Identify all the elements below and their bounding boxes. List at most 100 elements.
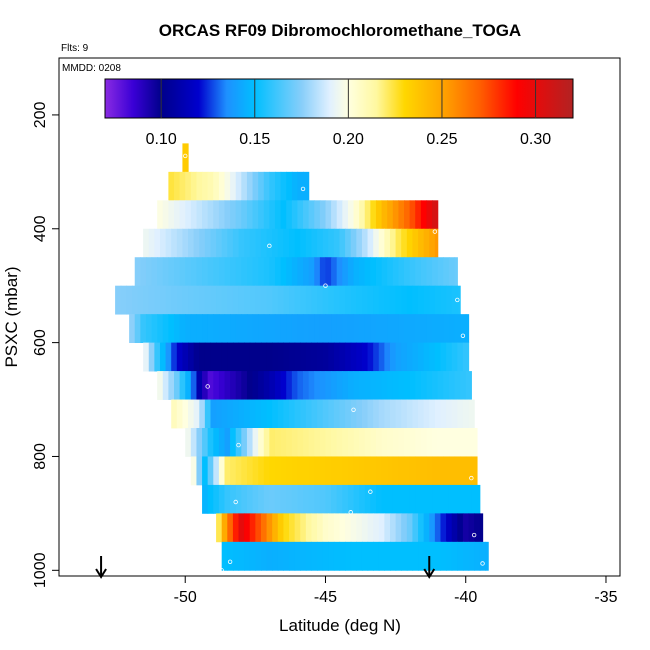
heatmap-cell (157, 371, 164, 400)
heatmap-cell (432, 484, 439, 514)
heatmap-cell (274, 200, 282, 230)
heatmap-cell (176, 285, 184, 315)
colorbar-tick-label: 0.25 (426, 131, 457, 148)
heatmap-cell (213, 200, 220, 230)
heatmap-cell (143, 285, 150, 315)
heatmap-cell (406, 285, 414, 315)
heatmap-cell (389, 342, 397, 372)
heatmap-cell (465, 484, 472, 514)
heatmap-cell (308, 200, 315, 230)
heatmap-cell (392, 314, 400, 344)
heatmap-cell (230, 314, 237, 344)
heatmap-cell (370, 371, 377, 400)
heatmap-cell (280, 200, 287, 230)
heatmap-cell (479, 541, 486, 571)
heatmap-cell (333, 285, 341, 315)
heatmap-cell (311, 541, 318, 571)
heatmap-cell (485, 541, 489, 571)
heatmap-cell (398, 484, 405, 514)
heatmap-cell (224, 314, 231, 344)
heatmap-cell (241, 428, 248, 457)
heatmap-cell (345, 399, 352, 429)
heatmap-cell (314, 456, 321, 486)
heatmap-cell (162, 371, 169, 400)
heatmap-cell (218, 171, 226, 201)
heatmap-cell (249, 342, 256, 372)
heatmap-cell (286, 200, 293, 230)
heatmap-cell (289, 285, 296, 315)
heatmap-cell (227, 342, 234, 372)
heatmap-cell (188, 342, 195, 372)
heatmap-cell (440, 541, 447, 571)
heatmap-cell (367, 285, 374, 315)
sample-point (183, 153, 188, 159)
heatmap-cell (395, 541, 402, 571)
heatmap-cell (454, 257, 458, 287)
heatmap-cell (465, 314, 470, 344)
heatmap-cell (361, 513, 369, 543)
heatmap-cell (409, 371, 416, 400)
heatmap-cell (373, 541, 380, 571)
heatmap-cell (468, 513, 475, 543)
heatmap-cell (238, 399, 245, 429)
heatmap-cell (342, 371, 349, 400)
heatmap-cell (196, 428, 203, 457)
heatmap-cell (165, 228, 172, 258)
heatmap-cell (235, 257, 242, 287)
heatmap-cell (345, 228, 352, 258)
heatmap-cell (188, 285, 195, 315)
heatmap-cell (398, 314, 405, 344)
heatmap-cell (375, 200, 383, 230)
heatmap-cell (336, 371, 343, 400)
heatmap-cell (392, 371, 400, 400)
heatmap-cell (280, 428, 287, 457)
heatmap-cell (213, 171, 220, 201)
heatmap-cell (409, 484, 416, 514)
heatmap-cell (297, 314, 304, 344)
heatmap-cell (241, 200, 248, 230)
heatmap-cell (350, 513, 357, 543)
heatmap-cell (255, 342, 262, 372)
heatmap-cell (446, 399, 453, 429)
heatmap-cell (274, 428, 282, 457)
x-axis: -50 -45 -40 -35 (174, 576, 618, 606)
heatmap-cell (283, 342, 290, 372)
heatmap-cell (143, 228, 150, 258)
heatmap-cell (171, 399, 178, 429)
heatmap-cell (202, 371, 209, 400)
heatmap-cell (319, 428, 327, 457)
heatmap-cell (252, 428, 259, 457)
heatmap-cell (134, 257, 141, 287)
heatmap-cell (437, 428, 444, 457)
heatmap-cell (398, 428, 405, 457)
heatmap-cell (415, 484, 422, 514)
heatmap-cell (440, 513, 447, 543)
heatmap-cell (429, 342, 436, 372)
heatmap-cell (412, 228, 419, 258)
heatmap-cell (145, 257, 153, 287)
heatmap-cell (404, 371, 411, 400)
heatmap-cell (325, 428, 332, 457)
heatmap-cell (235, 171, 242, 201)
heatmap-cell (274, 314, 282, 344)
heatmap-cell (426, 200, 433, 230)
heatmap-cell (457, 513, 464, 543)
heatmap-cell (308, 257, 315, 287)
heatmap-cell (314, 371, 321, 400)
heatmap-cell (395, 513, 402, 543)
heatmap-cell (328, 513, 335, 543)
heatmap-cell (255, 513, 262, 543)
heatmap-cell (303, 371, 310, 400)
heatmap-cell (182, 228, 189, 258)
heatmap-cell (168, 257, 175, 287)
heatmap-cell (151, 257, 158, 287)
heatmap-cell (401, 513, 408, 543)
y-tick-label: 600 (32, 329, 49, 356)
heatmap-cell (140, 257, 147, 287)
heatmap-cell (274, 456, 282, 486)
heatmap-cell (140, 314, 147, 344)
heatmap-cell (303, 200, 310, 230)
heatmap-cell (303, 257, 310, 287)
heatmap-cell (190, 314, 198, 344)
heatmap-cell (190, 200, 198, 230)
